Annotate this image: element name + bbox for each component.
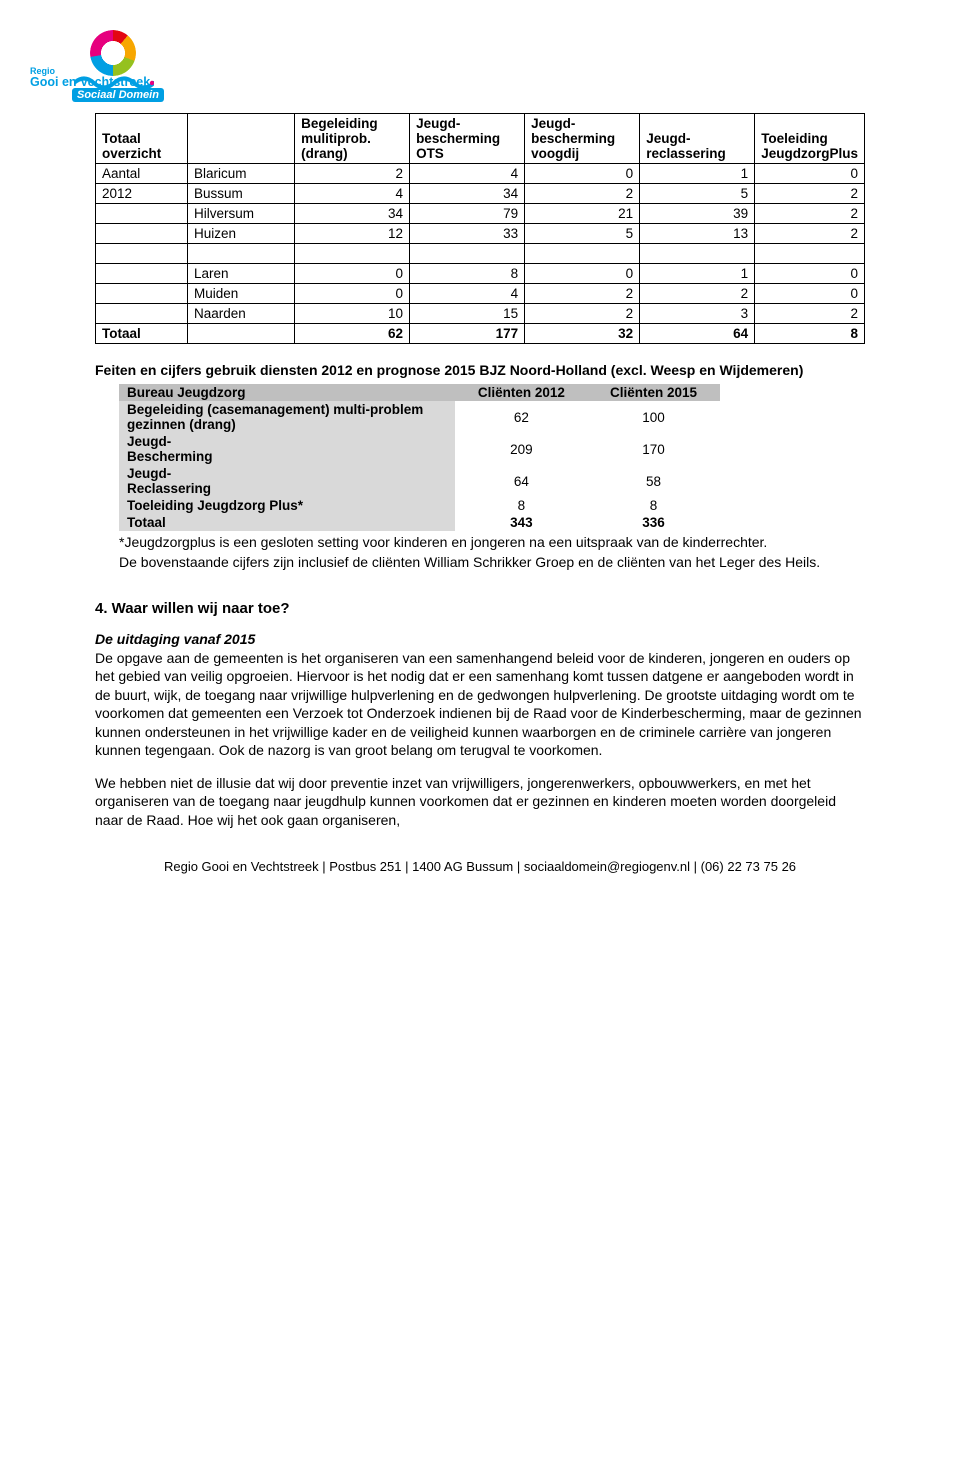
t1-val: 21 xyxy=(525,204,640,224)
t2-val-2012: 64 xyxy=(455,465,587,497)
t2-total-2012: 343 xyxy=(455,514,587,531)
t1-total-val: 177 xyxy=(410,324,525,344)
t1-total-val: 64 xyxy=(640,324,755,344)
t1-val: 2 xyxy=(755,224,865,244)
t2-h1: Cliënten 2012 xyxy=(455,384,587,401)
t2-total-label: Totaal xyxy=(119,514,455,531)
t1-h1 xyxy=(187,114,294,164)
t1-muni: Huizen xyxy=(187,224,294,244)
logo: Regio Gooi en Vechtstreek Sociaal Domein xyxy=(30,30,200,105)
t2-val-2015: 170 xyxy=(587,433,719,465)
t1-val: 0 xyxy=(755,284,865,304)
t1-h5: Jeugd-reclassering xyxy=(640,114,755,164)
t1-val: 1 xyxy=(640,264,755,284)
footnote-2: De bovenstaande cijfers zijn inclusief d… xyxy=(119,553,827,571)
t1-muni: Bussum xyxy=(187,184,294,204)
t1-val: 8 xyxy=(410,264,525,284)
t1-total-label: Totaal xyxy=(96,324,188,344)
t1-val: 0 xyxy=(525,164,640,184)
footnote-1: *Jeugdzorgplus is een gesloten setting v… xyxy=(119,533,827,551)
t1-h3: Jeugd-bescherming OTS xyxy=(410,114,525,164)
t1-val: 0 xyxy=(295,284,410,304)
t2-val-2012: 62 xyxy=(455,401,587,433)
t1-total-val: 8 xyxy=(755,324,865,344)
t1-val: 2 xyxy=(755,304,865,324)
t1-val: 0 xyxy=(755,164,865,184)
t1-val: 4 xyxy=(410,164,525,184)
t1-col0: Aantal xyxy=(96,164,188,184)
t2-h2: Cliënten 2015 xyxy=(587,384,719,401)
t2-row-label: Jeugd-Bescherming xyxy=(119,433,455,465)
t1-val: 2 xyxy=(755,204,865,224)
t1-val: 2 xyxy=(755,184,865,204)
t2-val-2015: 100 xyxy=(587,401,719,433)
t1-val: 13 xyxy=(640,224,755,244)
t1-val: 2 xyxy=(295,164,410,184)
t1-val: 34 xyxy=(295,204,410,224)
t1-muni: Muiden xyxy=(187,284,294,304)
logo-region-main: Gooi en Vechtstreek xyxy=(30,75,150,89)
t2-val-2015: 58 xyxy=(587,465,719,497)
logo-region-text: Regio Gooi en Vechtstreek xyxy=(30,67,150,89)
t1-val: 2 xyxy=(640,284,755,304)
t2-total-2015: 336 xyxy=(587,514,719,531)
t1-val: 3 xyxy=(640,304,755,324)
t1-val: 4 xyxy=(410,284,525,304)
t1-val: 2 xyxy=(525,304,640,324)
t2-val-2015: 8 xyxy=(587,497,719,514)
t1-muni: Hilversum xyxy=(187,204,294,224)
section1-title: Feiten en cijfers gebruik diensten 2012 … xyxy=(95,362,865,378)
t2-row-label: Toeleiding Jeugdzorg Plus* xyxy=(119,497,455,514)
t1-val: 0 xyxy=(525,264,640,284)
t1-col0 xyxy=(96,204,188,224)
t1-col0 xyxy=(96,224,188,244)
t1-val: 39 xyxy=(640,204,755,224)
t1-val: 12 xyxy=(295,224,410,244)
t1-h6: Toeleiding JeugdzorgPlus xyxy=(755,114,865,164)
logo-sub: Sociaal Domein xyxy=(72,88,164,102)
t1-val: 79 xyxy=(410,204,525,224)
paragraph-2: We hebben niet de illusie dat wij door p… xyxy=(95,774,865,829)
page-footer: Regio Gooi en Vechtstreek | Postbus 251 … xyxy=(95,859,865,874)
t1-val: 0 xyxy=(295,264,410,284)
t1-val: 34 xyxy=(410,184,525,204)
t1-h2: Begeleiding mulitiprob. (drang) xyxy=(295,114,410,164)
t1-val: 15 xyxy=(410,304,525,324)
t1-h0: Totaal overzicht xyxy=(96,114,188,164)
t1-val: 33 xyxy=(410,224,525,244)
t1-val: 5 xyxy=(525,224,640,244)
t1-total-val: 32 xyxy=(525,324,640,344)
t1-val: 2 xyxy=(525,184,640,204)
t2-val-2012: 209 xyxy=(455,433,587,465)
t1-val: 0 xyxy=(755,264,865,284)
t1-h4: Jeugd-bescherming voogdij xyxy=(525,114,640,164)
t1-val: 4 xyxy=(295,184,410,204)
t1-val: 5 xyxy=(640,184,755,204)
t2-row-label: Jeugd-Reclassering xyxy=(119,465,455,497)
t1-total-val: 62 xyxy=(295,324,410,344)
t1-val: 1 xyxy=(640,164,755,184)
t1-muni: Naarden xyxy=(187,304,294,324)
overview-table: Totaal overzicht Begeleiding mulitiprob.… xyxy=(95,113,865,344)
t1-col0: 2012 xyxy=(96,184,188,204)
t1-val: 10 xyxy=(295,304,410,324)
subheading: De uitdaging vanaf 2015 xyxy=(95,631,865,647)
t1-muni: Laren xyxy=(187,264,294,284)
heading-4: 4. Waar willen wij naar toe? xyxy=(95,600,865,617)
paragraph-1: De opgave aan de gemeenten is het organi… xyxy=(95,649,865,760)
t2-row-label: Begeleiding (casemanagement) multi-probl… xyxy=(119,401,455,433)
t1-muni: Blaricum xyxy=(187,164,294,184)
bjz-table: Bureau Jeugdzorg Cliënten 2012 Cliënten … xyxy=(119,384,720,531)
t1-val: 2 xyxy=(525,284,640,304)
t2-val-2012: 8 xyxy=(455,497,587,514)
t2-h0: Bureau Jeugdzorg xyxy=(119,384,455,401)
